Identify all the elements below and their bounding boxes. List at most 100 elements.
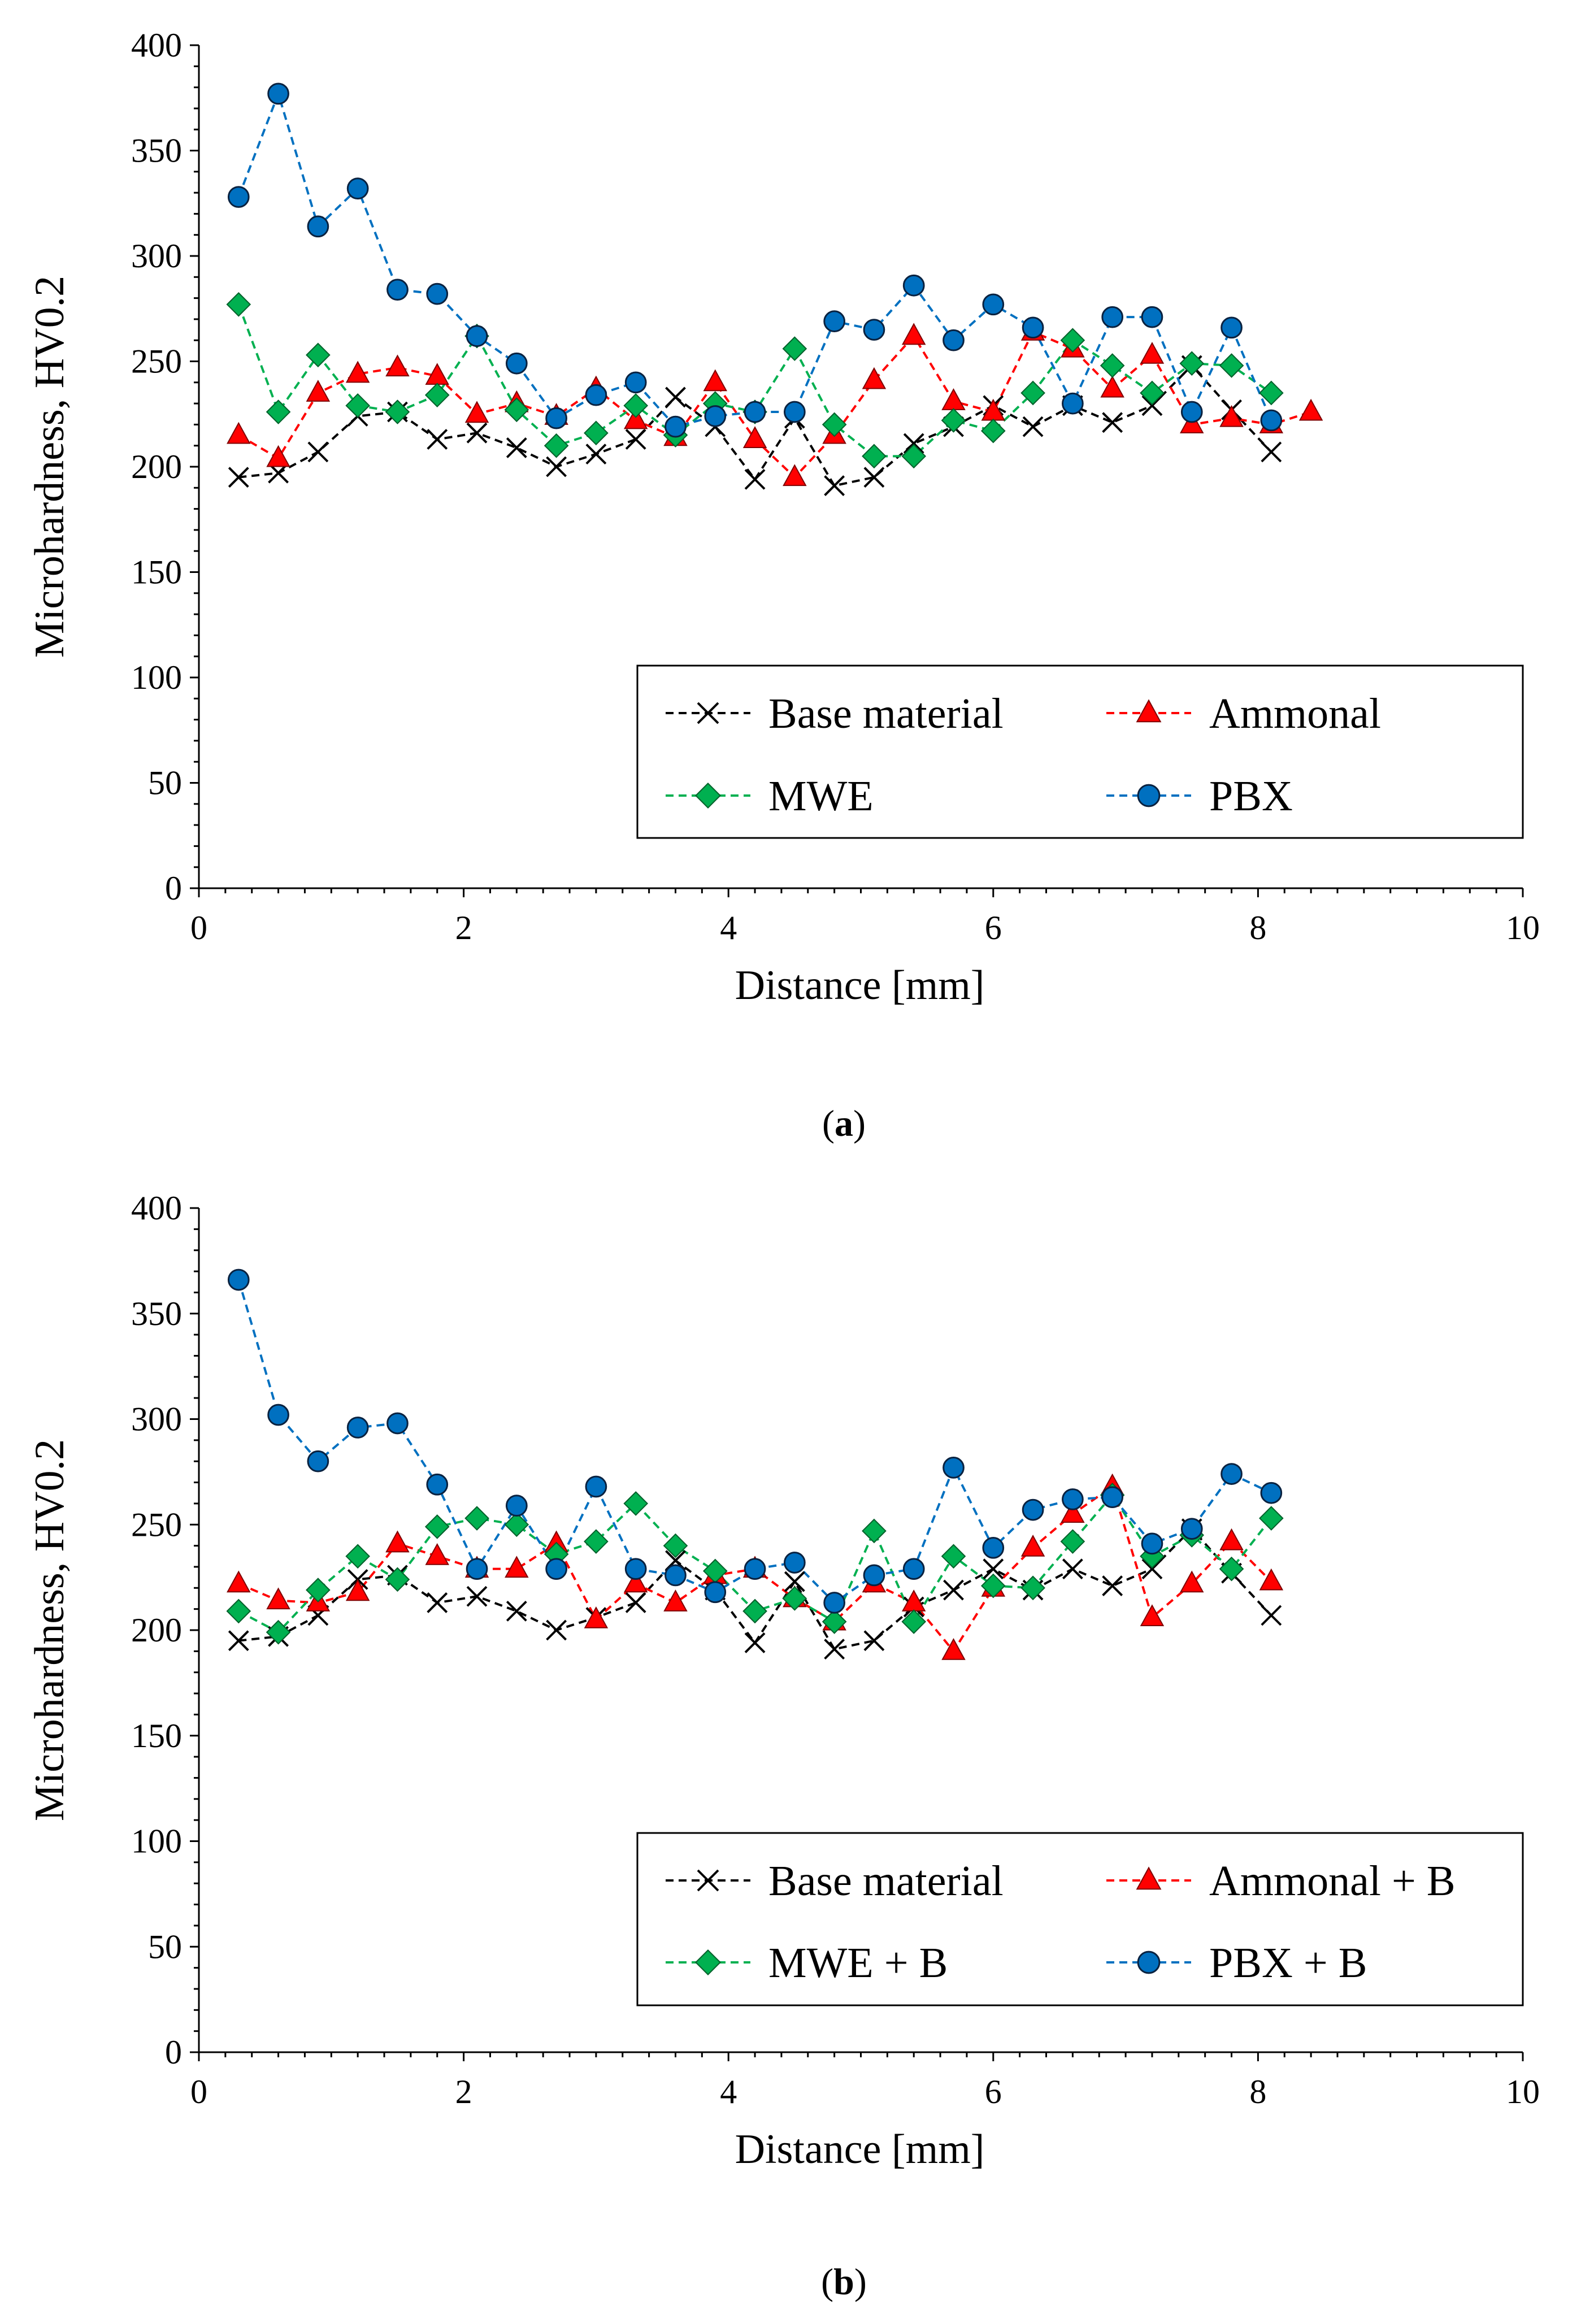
marker-circle: [942, 1457, 965, 1479]
marker-x: [1022, 416, 1044, 437]
panel-caption: (a): [822, 1103, 866, 1144]
y-tick-label: 400: [131, 1189, 182, 1227]
marker-circle: [267, 1404, 289, 1426]
marker-x: [1062, 1558, 1083, 1580]
marker-diamond: [424, 1514, 450, 1539]
marker-diamond: [1259, 380, 1284, 406]
y-tick-label: 150: [131, 554, 182, 591]
marker-diamond: [266, 399, 291, 424]
marker-x: [863, 467, 885, 488]
marker-circle: [1260, 1482, 1283, 1504]
series-markers-x: [228, 1518, 1282, 1660]
marker-circle: [704, 1581, 727, 1604]
y-tick-label: 0: [165, 2034, 182, 2071]
marker-diamond: [266, 1619, 291, 1645]
series-markers-circle: [227, 1269, 1283, 1614]
legend-item: PBX + B: [1106, 1939, 1367, 1987]
legend-label: PBX: [1209, 772, 1293, 820]
marker-diamond: [385, 399, 410, 424]
marker-circle: [1180, 1518, 1203, 1540]
series-line-triangle: [238, 330, 1311, 479]
marker-diamond: [345, 1544, 370, 1569]
marker-circle: [902, 274, 925, 297]
caption-close: ): [854, 2261, 867, 2303]
x-tick-label: 4: [720, 2073, 737, 2110]
marker-circle: [902, 1558, 925, 1580]
marker-diamond: [623, 1491, 649, 1516]
marker-triangle: [425, 1543, 449, 1565]
marker-diamond: [1219, 1556, 1244, 1582]
marker-x: [665, 386, 686, 408]
x-tick-label: 0: [190, 909, 207, 946]
marker-circle: [227, 1269, 250, 1291]
marker-diamond: [584, 1529, 609, 1554]
x-tick-label: 0: [190, 2073, 207, 2110]
caption-open: (: [822, 1103, 835, 1144]
marker-x: [307, 441, 329, 463]
marker-diamond: [544, 433, 569, 458]
marker-triangle: [623, 1570, 648, 1593]
panel-caption: (b): [821, 2261, 867, 2303]
marker-diamond: [862, 1518, 887, 1544]
marker-circle: [1137, 784, 1161, 807]
marker-circle: [982, 1536, 1005, 1559]
y-axis-label: Microhardness, HV0.2: [27, 1439, 73, 1821]
marker-x: [1261, 441, 1282, 463]
legend-label: Ammonal + B: [1209, 1857, 1456, 1905]
marker-circle: [307, 215, 329, 238]
marker-x: [784, 1571, 805, 1592]
marker-diamond: [1020, 1575, 1045, 1601]
marker-diamond: [862, 444, 887, 469]
y-tick-label: 200: [131, 448, 182, 485]
legend-label: Base material: [768, 690, 1004, 737]
marker-circle: [227, 186, 250, 208]
marker-triangle: [941, 388, 966, 410]
marker-triangle: [1219, 405, 1244, 427]
x-tick-label: 4: [720, 909, 737, 946]
legend-item: Ammonal + B: [1106, 1857, 1456, 1905]
y-tick-label: 50: [148, 764, 182, 802]
marker-diamond: [782, 1586, 807, 1611]
marker-triangle: [385, 354, 410, 377]
x-tick-label: 10: [1506, 909, 1540, 946]
y-tick-label: 150: [131, 1717, 182, 1754]
marker-diamond: [1020, 380, 1045, 406]
series-line-circle: [237, 1279, 1272, 1605]
marker-circle: [386, 1412, 409, 1435]
marker-triangle: [783, 464, 807, 486]
x-tick-label: 2: [455, 2073, 472, 2110]
marker-circle: [466, 1558, 488, 1580]
marker-triangle: [227, 1570, 251, 1593]
marker-circle: [346, 1417, 369, 1439]
legend-item: MWE + B: [666, 1939, 948, 1987]
marker-diamond: [1219, 353, 1244, 378]
x-tick-label: 2: [455, 909, 472, 946]
marker-circle: [1141, 306, 1163, 328]
marker-triangle: [1136, 699, 1162, 723]
x-axis-label: Distance [mm]: [735, 962, 985, 1009]
y-tick-label: 100: [131, 1823, 182, 1860]
marker-circle: [664, 1564, 687, 1587]
legend-box: [636, 664, 1524, 839]
marker-triangle: [345, 360, 370, 383]
marker-diamond: [663, 1533, 688, 1558]
y-tick-label: 350: [131, 132, 182, 170]
marker-circle: [505, 352, 528, 375]
marker-x: [1102, 412, 1123, 433]
marker-triangle: [266, 445, 290, 467]
marker-circle: [1101, 306, 1124, 328]
y-tick-label: 200: [131, 1611, 182, 1649]
marker-circle: [1180, 401, 1203, 423]
marker-diamond: [901, 444, 927, 469]
y-tick-label: 50: [148, 1928, 182, 1965]
marker-x: [943, 1579, 964, 1601]
y-tick-label: 100: [131, 659, 182, 696]
marker-triangle: [1140, 341, 1165, 364]
series-markers-x: [228, 355, 1282, 496]
marker-diamond: [742, 1598, 767, 1624]
marker-circle: [863, 319, 885, 341]
series-markers-circle: [227, 82, 1283, 438]
marker-diamond: [822, 412, 847, 437]
marker-x: [228, 467, 249, 488]
marker-diamond: [1140, 380, 1165, 406]
